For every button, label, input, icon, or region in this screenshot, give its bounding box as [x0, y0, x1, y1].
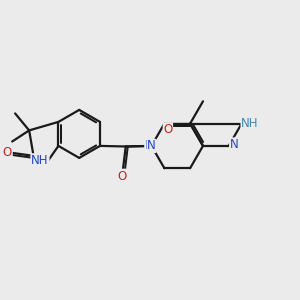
Text: N: N	[230, 138, 238, 151]
Text: NH: NH	[31, 154, 49, 167]
Text: O: O	[117, 169, 126, 182]
Text: N: N	[147, 140, 156, 152]
Text: O: O	[3, 146, 12, 159]
Text: N: N	[145, 140, 154, 152]
Text: NH: NH	[241, 117, 259, 130]
Text: O: O	[117, 169, 126, 182]
Text: O: O	[3, 146, 12, 159]
Text: NH: NH	[31, 154, 49, 167]
Text: O: O	[163, 123, 172, 136]
